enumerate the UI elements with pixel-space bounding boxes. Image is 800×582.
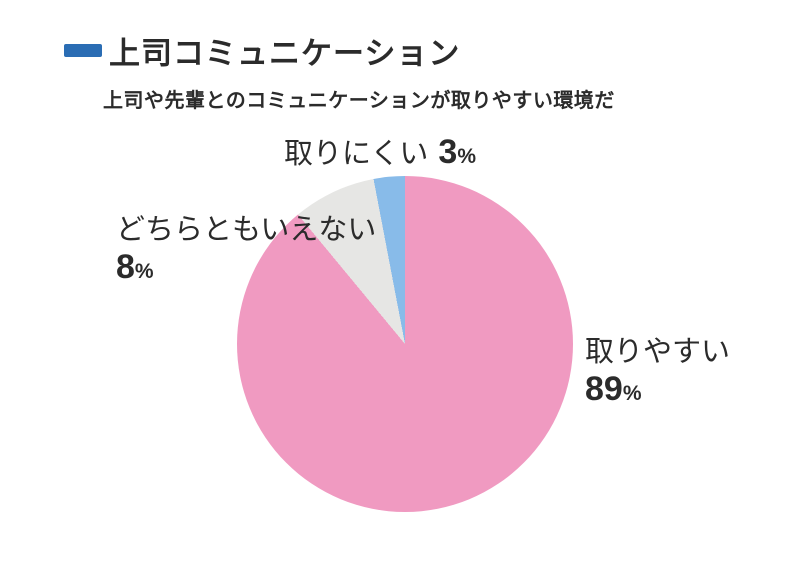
pie-label-text: 取りにくい — [284, 138, 429, 170]
pie-label-percent-sign: % — [622, 382, 642, 405]
pie-label-toriyasui: 取りやすい 89% — [585, 334, 730, 412]
page-title: 上司コミュニケーション — [109, 36, 461, 71]
pie-label-percent-sign: % — [457, 145, 477, 168]
chart-subtitle: 上司や先輩とのコミュニケーションが取りやすい環境だ — [103, 90, 615, 112]
pie-label-value: 8 — [116, 248, 135, 286]
title-accent-dash-icon — [64, 44, 102, 57]
pie-label-percent-sign: % — [134, 260, 154, 283]
pie-label-dochiratomo: どちらともいえない 8% — [116, 212, 376, 290]
pie-label-value: 3 — [438, 133, 458, 171]
pie-label-value: 89 — [585, 370, 623, 408]
pie-label-text: どちらともいえない — [116, 214, 377, 246]
pie-label-text: 取りやすい — [585, 336, 731, 368]
chart-header: 上司コミュニケーション — [64, 28, 460, 73]
pie-chart — [237, 176, 573, 512]
pie-label-torinikui: 取りにくい 3% — [284, 134, 476, 175]
